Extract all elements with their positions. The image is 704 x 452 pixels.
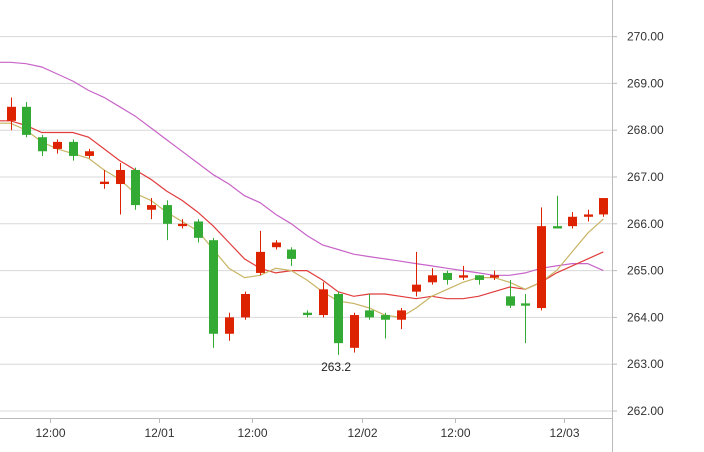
- candle-body: [147, 205, 156, 210]
- y-tick-label: 267.00: [627, 170, 664, 184]
- y-tick-label: 263.00: [627, 357, 664, 371]
- x-axis: 12:00 12/01 12:00 12/02 12:00 12/03: [0, 418, 612, 440]
- annotations: 263.2: [321, 360, 351, 374]
- candle-body: [568, 216, 577, 227]
- candle-body: [225, 317, 234, 334]
- x-tick-label: 12/02: [347, 426, 377, 440]
- candle-body: [85, 151, 94, 156]
- y-tick-label: 269.00: [627, 76, 664, 90]
- y-tick-label: 265.00: [627, 264, 664, 278]
- candle-body: [334, 294, 343, 344]
- candle-body: [553, 226, 562, 229]
- candle-body: [116, 169, 125, 185]
- candle-body: [287, 249, 296, 259]
- ma-slow-line: [0, 61, 604, 276]
- x-tick-label: 12:00: [35, 426, 65, 440]
- candle-body: [412, 284, 421, 292]
- low-price-label: 263.2: [321, 360, 351, 374]
- ma-fast-line: [0, 122, 604, 319]
- candle-body: [506, 296, 515, 306]
- candle-body: [459, 275, 468, 278]
- candle-body: [428, 275, 437, 283]
- candle-body: [381, 315, 390, 320]
- candle-body: [475, 275, 484, 280]
- candle-body: [100, 181, 109, 185]
- candle-body: [443, 272, 452, 280]
- y-axis: 262.00 263.00 264.00 265.00 266.00 267.00 268.…: [612, 0, 664, 452]
- candle-body: [22, 106, 31, 135]
- candle-body: [537, 226, 546, 309]
- candle-body: [38, 137, 47, 152]
- candle-body: [303, 312, 312, 316]
- candle-body: [584, 214, 593, 217]
- candle-body: [319, 289, 328, 316]
- candle-body: [163, 205, 172, 224]
- x-tick-label: 12:00: [440, 426, 470, 440]
- y-tick-label: 264.00: [627, 310, 664, 324]
- candle-body: [521, 303, 530, 306]
- candle-body: [272, 242, 281, 248]
- y-tick-label: 266.00: [627, 217, 664, 231]
- x-tick-label: 12:00: [237, 426, 267, 440]
- candle-body: [178, 223, 187, 227]
- y-tick-label: 268.00: [627, 123, 664, 137]
- x-tick-label: 12/01: [144, 426, 174, 440]
- candle-body: [241, 294, 250, 318]
- candle-body: [256, 251, 265, 273]
- y-tick-label: 262.00: [627, 404, 664, 418]
- ma-mid-line: [0, 120, 604, 300]
- y-tick-label: 270.00: [627, 30, 664, 44]
- candles: [7, 97, 608, 355]
- candle-body: [599, 198, 608, 215]
- candle-body: [350, 315, 359, 348]
- grid-lines: [0, 36, 612, 412]
- candle-body: [7, 106, 16, 121]
- candle-body: [397, 310, 406, 320]
- candle-body: [209, 240, 218, 334]
- candle-body: [365, 310, 374, 318]
- candle-body: [131, 169, 140, 206]
- candle-body: [69, 141, 78, 156]
- candle-body: [53, 141, 62, 149]
- x-tick-label: 12/03: [549, 426, 579, 440]
- candle-body: [490, 275, 499, 278]
- candle-body: [194, 221, 203, 238]
- moving-average-lines: [0, 61, 604, 319]
